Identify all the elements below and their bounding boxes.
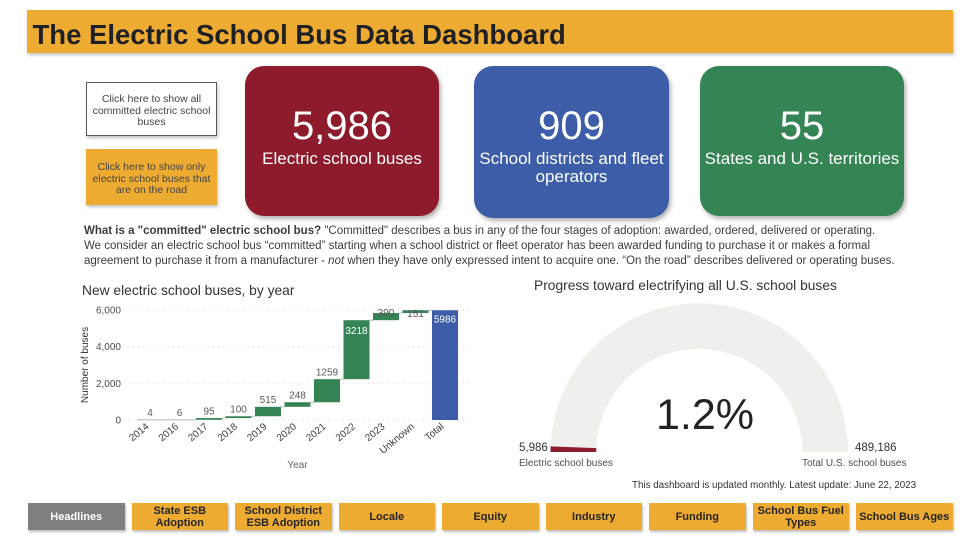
svg-text:Total: Total: [423, 421, 446, 443]
svg-text:6: 6: [177, 408, 183, 419]
svg-text:3218: 3218: [345, 326, 368, 337]
svg-text:Number of buses: Number of buses: [80, 327, 91, 403]
svg-text:2018: 2018: [216, 421, 240, 444]
svg-text:515: 515: [260, 395, 277, 406]
svg-text:6,000: 6,000: [96, 306, 121, 317]
svg-text:0: 0: [115, 416, 121, 427]
svg-text:Year: Year: [287, 460, 308, 471]
svg-text:100: 100: [230, 404, 247, 415]
svg-text:95: 95: [203, 406, 215, 417]
svg-text:2023: 2023: [363, 421, 387, 444]
svg-text:5986: 5986: [434, 315, 457, 326]
svg-text:2021: 2021: [304, 421, 328, 444]
svg-text:1259: 1259: [316, 367, 339, 378]
svg-text:2016: 2016: [157, 421, 181, 444]
svg-text:2020: 2020: [275, 421, 299, 444]
svg-text:248: 248: [289, 390, 306, 401]
svg-text:2017: 2017: [186, 421, 210, 444]
svg-text:2019: 2019: [245, 421, 269, 444]
svg-text:2022: 2022: [334, 421, 358, 444]
svg-text:2,000: 2,000: [96, 379, 121, 390]
svg-text:4,000: 4,000: [96, 342, 121, 353]
svg-text:4: 4: [147, 408, 153, 419]
svg-text:151: 151: [407, 309, 424, 320]
svg-text:2014: 2014: [127, 421, 151, 444]
svg-text:390: 390: [378, 308, 395, 319]
